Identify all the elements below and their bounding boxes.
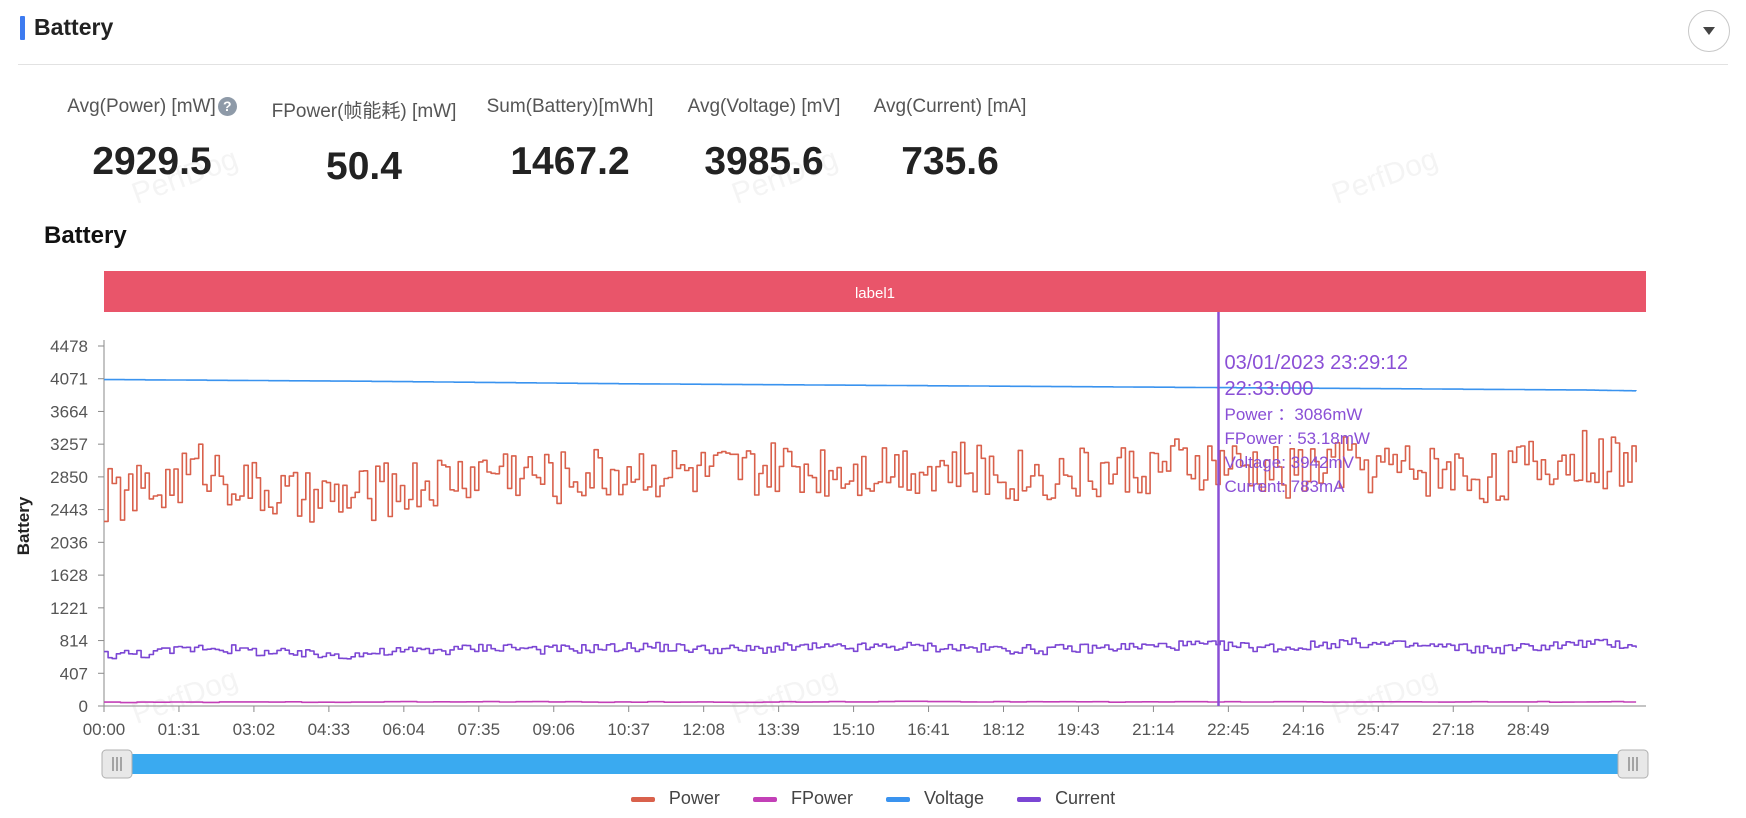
x-tick-label: 13:39 xyxy=(757,720,800,739)
metric-label: Avg(Current) [mA] xyxy=(873,96,1027,117)
x-tick-label: 04:33 xyxy=(308,720,351,739)
chart-legend: Power FPower Voltage Current xyxy=(0,788,1746,809)
tooltip-line: 22:33:000 xyxy=(1224,378,1313,400)
series-line-current xyxy=(104,637,1637,660)
legend-item-current[interactable]: Current xyxy=(1017,788,1115,809)
tooltip-line: FPower : 53.18mW xyxy=(1224,429,1370,448)
legend-swatch xyxy=(1017,796,1042,802)
section-header: Battery xyxy=(18,10,1730,65)
legend-label: Voltage xyxy=(923,788,985,808)
chart-title: Battery xyxy=(44,222,127,249)
tooltip-line: Current: 783mA xyxy=(1224,477,1345,496)
y-tick-label: 1221 xyxy=(50,599,88,618)
metric-avg-power: Avg(Power) [mW]? 2929.5 xyxy=(52,96,252,184)
section-title: Battery xyxy=(34,14,114,40)
metric-label: FPower(帧能耗) [mW] xyxy=(271,101,457,122)
series-line-fpower xyxy=(104,700,1637,704)
metric-avg-voltage: Avg(Voltage) [mV] 3985.6 xyxy=(664,96,864,184)
x-tick-label: 22:45 xyxy=(1207,720,1250,739)
x-tick-label: 25:47 xyxy=(1357,720,1400,739)
x-tick-label: 16:41 xyxy=(907,720,950,739)
x-tick-label: 12:08 xyxy=(682,720,725,739)
tooltip: 03/01/2023 23:29:12 22:33:000 Power ：3086m… xyxy=(1224,352,1408,496)
tooltip-line: Voltage: 3942mV xyxy=(1224,453,1354,472)
y-tick-label: 4071 xyxy=(50,370,88,389)
label-band-text: label1 xyxy=(855,285,895,302)
y-tick-label: 3257 xyxy=(50,435,88,454)
x-tick-label: 19:43 xyxy=(1057,720,1100,739)
x-tick-label: 28:49 xyxy=(1507,720,1550,739)
y-tick-label: 4478 xyxy=(50,337,88,356)
metric-label: Sum(Battery)[mWh] xyxy=(486,96,654,117)
help-icon[interactable]: ? xyxy=(217,97,237,116)
y-axis-label: Battery xyxy=(14,496,33,555)
metric-fpower: FPower(帧能耗) [mW] 50.4 xyxy=(264,96,464,189)
y-tick-label: 2850 xyxy=(50,468,88,487)
x-tick-label: 00:00 xyxy=(83,720,126,739)
y-tick-label: 3664 xyxy=(50,402,88,421)
x-tick-label: 27:18 xyxy=(1432,720,1475,739)
x-tick-label: 07:35 xyxy=(458,720,501,739)
x-tick-label: 06:04 xyxy=(383,720,426,739)
metric-value: 2929.5 xyxy=(92,140,212,183)
legend-item-voltage[interactable]: Voltage xyxy=(885,788,985,809)
tooltip-line: 03/01/2023 23:29:12 xyxy=(1224,352,1408,374)
metric-label: Avg(Power) [mW] xyxy=(67,96,216,117)
metric-value: 3985.6 xyxy=(704,140,824,183)
legend-swatch xyxy=(885,796,910,802)
metric-value: 735.6 xyxy=(901,140,999,183)
label-band xyxy=(104,271,1646,312)
x-tick-label: 09:06 xyxy=(532,720,575,739)
series-line-power xyxy=(104,429,1637,523)
x-tick-label: 01:31 xyxy=(158,720,201,739)
x-tick-label: 24:16 xyxy=(1282,720,1325,739)
metric-value: 50.4 xyxy=(326,145,402,188)
y-tick-label: 407 xyxy=(60,664,88,683)
metric-value: 1467.2 xyxy=(510,140,630,183)
legend-label: Current xyxy=(1055,788,1116,808)
metric-label: Avg(Voltage) [mV] xyxy=(687,96,841,117)
y-tick-label: 814 xyxy=(60,632,88,651)
section-accent-bar xyxy=(20,16,25,40)
y-tick-label: 2036 xyxy=(50,533,88,552)
metric-sum-battery: Sum(Battery)[mWh] 1467.2 xyxy=(470,96,670,184)
legend-item-fpower[interactable]: FPower xyxy=(752,788,853,809)
legend-item-power[interactable]: Power xyxy=(630,788,720,809)
legend-label: FPower xyxy=(790,788,853,808)
x-tick-label: 18:12 xyxy=(982,720,1025,739)
x-tick-label: 10:37 xyxy=(607,720,650,739)
zoom-slider-track xyxy=(104,754,1646,774)
x-tick-label: 21:14 xyxy=(1132,720,1175,739)
x-tick-label: 03:02 xyxy=(233,720,276,739)
collapse-button[interactable] xyxy=(1688,10,1730,52)
y-tick-label: 0 xyxy=(79,697,88,716)
x-tick-label: 15:10 xyxy=(832,720,875,739)
legend-swatch xyxy=(752,796,777,802)
y-tick-label: 2443 xyxy=(50,501,88,520)
legend-label: Power xyxy=(668,788,720,808)
legend-swatch xyxy=(630,796,655,802)
y-tick-label: 1628 xyxy=(50,566,88,585)
tooltip-line: Power ：3086mW xyxy=(1224,405,1362,424)
series-line-voltage xyxy=(104,378,1637,392)
metric-avg-current: Avg(Current) [mA] 735.6 xyxy=(850,96,1050,184)
chevron-down-icon xyxy=(1703,27,1715,35)
